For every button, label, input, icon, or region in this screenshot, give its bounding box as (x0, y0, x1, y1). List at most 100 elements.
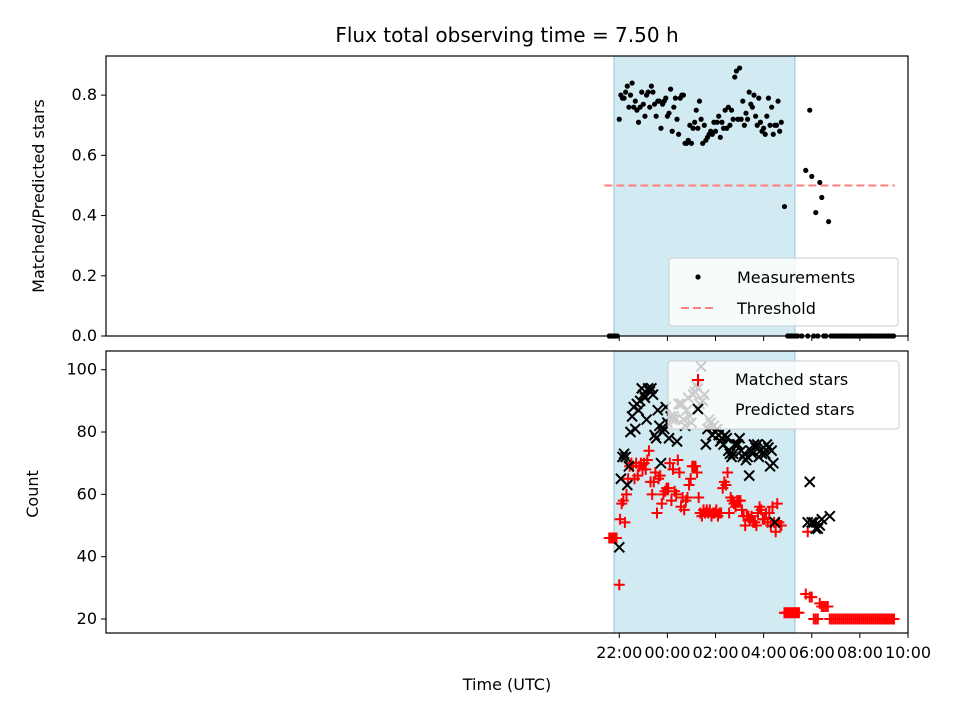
matched-star-point (770, 526, 782, 538)
predicted-star-point (814, 519, 826, 532)
measurement-point (757, 119, 764, 125)
measurement-point (740, 98, 746, 104)
matched-star-point (736, 504, 748, 516)
measurement-point (732, 74, 738, 80)
measurement-point (809, 173, 815, 180)
measurement-point (616, 116, 622, 122)
measurement-point (653, 113, 659, 119)
measurement-point (741, 122, 747, 128)
matched-star-point (667, 463, 679, 475)
legend-predicted-marker (692, 403, 704, 415)
matched-star-point (664, 457, 676, 469)
bottom-axes-frame (105, 350, 909, 634)
measurement-point (803, 167, 809, 174)
measurement-point (744, 116, 751, 122)
measurement-point (640, 101, 646, 107)
predicted-star-point (671, 435, 683, 448)
predicted-star-point (642, 382, 654, 395)
bottom-y-ticks: 20 40 60 80 100 (66, 360, 106, 628)
y-tick-label: 60 (77, 484, 97, 503)
x-tick-label: 00:00 (644, 643, 690, 662)
measurement-point (668, 86, 674, 92)
y-tick-label: 0.0 (72, 326, 97, 345)
predicted-star-point (700, 438, 712, 451)
measurement-point (807, 107, 813, 113)
matched-star-point (613, 579, 625, 591)
predicted-star-point (808, 516, 820, 529)
x-axis-label: Time (UTC) (462, 675, 551, 694)
measurement-point (819, 194, 825, 201)
measurement-point (749, 104, 756, 110)
measurement-point (769, 104, 775, 110)
matched-star-point (646, 488, 658, 500)
legend-measurements-marker (695, 274, 701, 280)
bottom-legend-box (667, 360, 900, 430)
matched-star-point (665, 495, 677, 507)
y-tick-label: 0.8 (72, 85, 97, 104)
predicted-star-point (629, 423, 642, 435)
matched-star-point (822, 601, 834, 613)
matched-star-point (670, 488, 682, 500)
measurement-point (663, 95, 669, 101)
predicted-star-point (640, 413, 653, 426)
measurement-point (765, 95, 772, 101)
x-tick-label: 10:00 (885, 643, 931, 662)
bottom-legend: Matched stars Predicted stars (667, 360, 900, 430)
legend-threshold-label: Threshold (736, 299, 816, 318)
bottom-y-axis-label: Count (23, 470, 42, 518)
measurement-point (629, 80, 635, 86)
measurement-point (817, 179, 823, 186)
predicted-star-point (725, 451, 738, 463)
matched-star-point (888, 613, 900, 625)
matched-star-point (739, 519, 751, 531)
matched-star-point (750, 519, 762, 531)
measurement-point (648, 83, 654, 89)
matched-star-point (654, 470, 666, 482)
top-marks (604, 65, 897, 339)
predicted-star-point (637, 388, 650, 401)
predicted-star-point (647, 388, 659, 401)
measurement-point (658, 125, 664, 131)
matched-star-point (673, 467, 685, 479)
top-legend-box (668, 257, 899, 327)
measurement-point (727, 122, 733, 128)
matched-star-point (689, 460, 701, 472)
matched-star-point (640, 463, 652, 475)
measurement-point (666, 110, 672, 116)
bottom-panel: 20 40 60 80 100 22:00 00:00 02:00 04:00 06:00 08:… (23, 350, 931, 694)
measurement-point (688, 140, 695, 146)
measurement-point (626, 104, 632, 110)
predicted-star-point (743, 469, 755, 482)
y-tick-label: 0.4 (72, 206, 97, 225)
matched-star-point (617, 495, 629, 507)
matched-star-point (723, 507, 735, 519)
predicted-star-point (824, 510, 836, 522)
measurement-point (701, 122, 707, 128)
measurement-point (621, 95, 627, 101)
predicted-star-point (663, 432, 675, 444)
measurement-point (627, 92, 634, 98)
matched-star-point (722, 467, 734, 479)
y-tick-label: 100 (66, 360, 97, 379)
x-tick-label: 22:00 (596, 643, 642, 662)
predicted-star-point (652, 404, 664, 416)
matched-star-point (691, 467, 703, 479)
measurement-point (746, 89, 752, 95)
x-tick-label: 02:00 (692, 643, 738, 662)
predicted-star-point (717, 438, 730, 451)
predicted-star-point (746, 448, 759, 460)
x-tick-label: 04:00 (741, 643, 787, 662)
top-legend: Measurements Threshold (668, 257, 899, 327)
measurement-point (730, 116, 736, 122)
top-y-ticks: 0.0 0.2 0.4 0.6 0.8 (72, 85, 106, 345)
matched-star-point (656, 498, 668, 510)
predicted-star-point (616, 451, 629, 463)
measurement-point (695, 125, 701, 131)
measurement-point (624, 83, 630, 89)
matched-star-point (641, 454, 653, 466)
predicted-star-point (623, 460, 635, 473)
measurement-point (813, 209, 819, 216)
predicted-star-point (804, 476, 816, 488)
top-axes-frame (105, 55, 909, 337)
